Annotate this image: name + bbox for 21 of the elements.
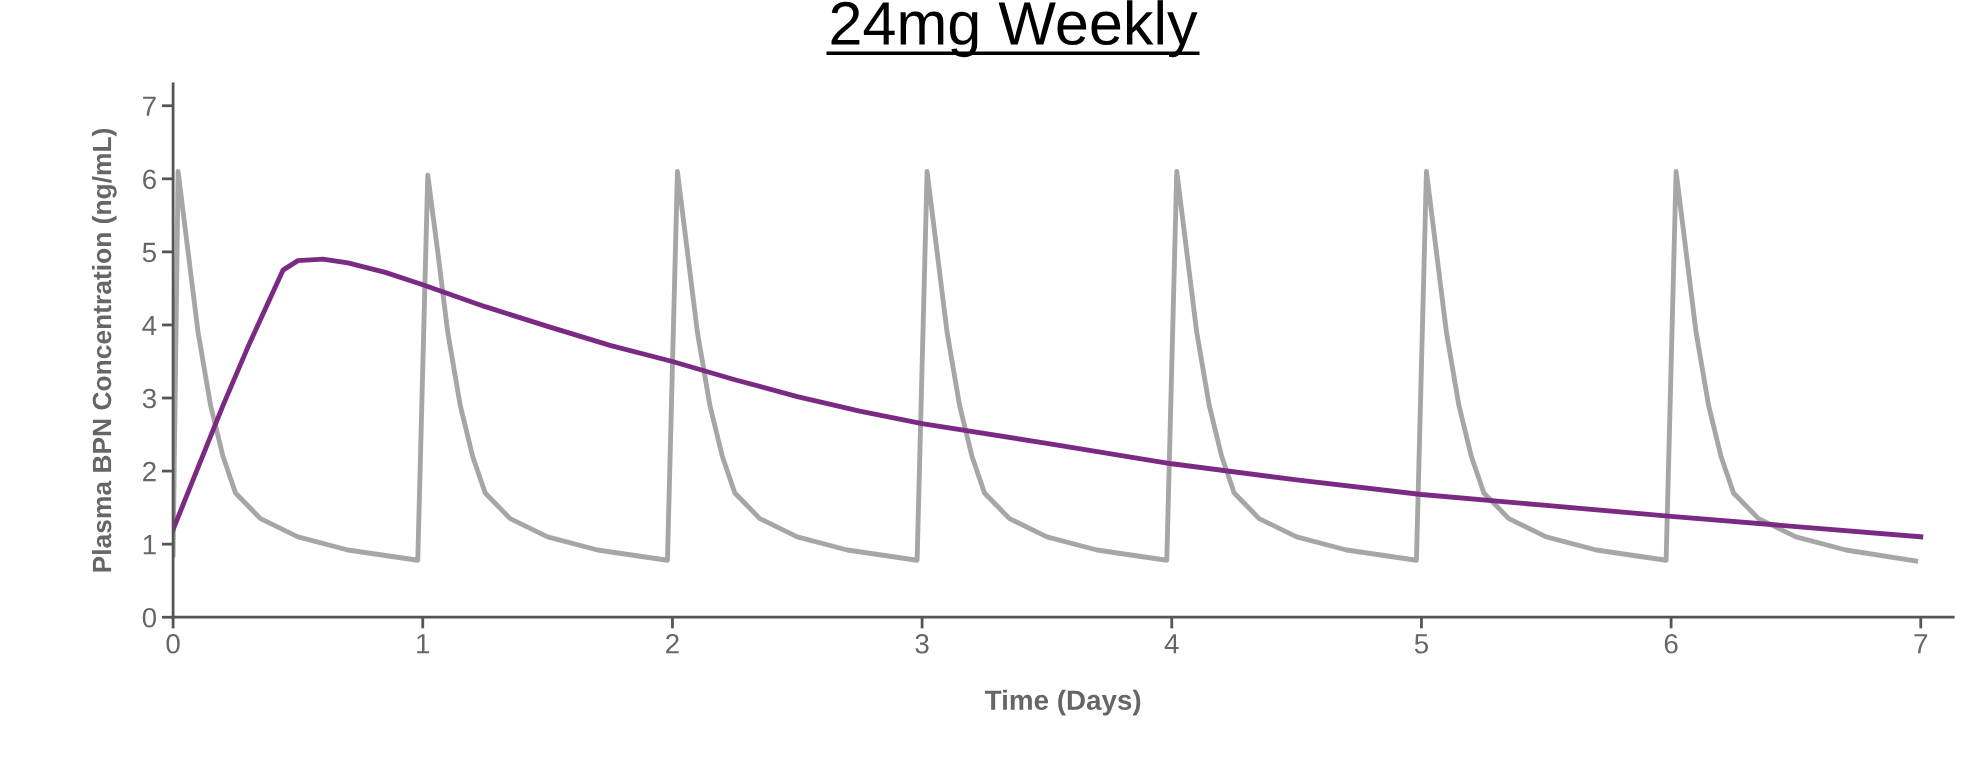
x-axis-title: Time (Days) [985, 689, 1141, 716]
y-axis-title: Plasma BPN Concentration (ng/mL) [91, 128, 117, 572]
y-tick-label: 7 [143, 96, 156, 116]
line-series [173, 256, 1924, 540]
x-tick-label: 2 [666, 633, 679, 654]
x-tick-label: 0 [166, 633, 180, 654]
y-tick-label: 6 [143, 169, 156, 190]
y-tick-label: 0 [142, 607, 157, 628]
x-tick-label: 6 [1664, 633, 1678, 654]
y-tick-label: 5 [142, 242, 156, 263]
y-tick-label: 2 [143, 461, 156, 482]
x-tick-label: 5 [1414, 634, 1428, 654]
y-tick-label: 4 [142, 315, 157, 336]
x-tick-label: 1 [417, 634, 430, 654]
x-tick-label: 4 [1164, 634, 1179, 654]
y-tick-label: 3 [142, 388, 156, 409]
x-tick-label: 3 [915, 633, 929, 654]
x-tick-label: 7 [1914, 634, 1928, 654]
y-tick-label: 1 [143, 535, 156, 555]
line-series [173, 169, 1919, 564]
chart-title: 24mg Weekly [831, 0, 1198, 58]
